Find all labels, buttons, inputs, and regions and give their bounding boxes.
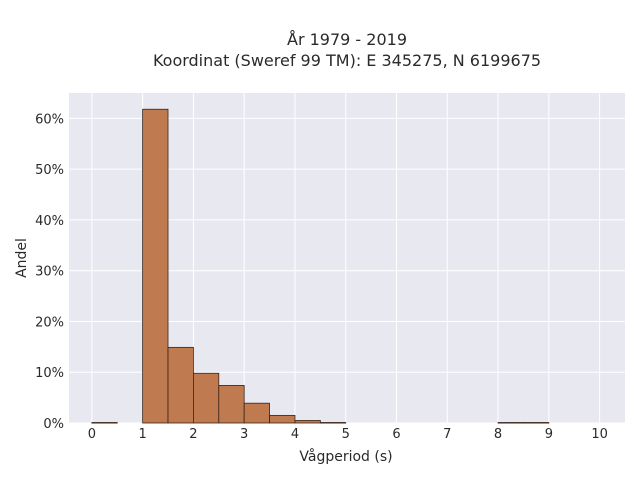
x-axis-label: Vågperiod (s) xyxy=(299,448,392,465)
y-tick-label: 60% xyxy=(35,112,64,127)
y-tick-label: 30% xyxy=(35,265,64,280)
histogram-bar xyxy=(319,422,347,424)
bars xyxy=(91,108,550,424)
x-tick-label: 10 xyxy=(591,427,608,442)
histogram-bar xyxy=(142,108,169,424)
x-tick-label: 6 xyxy=(392,427,400,442)
y-axis-ticks: 0% 10% 20% 30% 40% 50% 60% xyxy=(35,112,64,432)
x-tick-label: 1 xyxy=(138,427,146,442)
x-tick-label: 0 xyxy=(88,427,96,442)
histogram-bar xyxy=(269,414,296,424)
histogram-bar xyxy=(193,372,220,424)
histogram-bar xyxy=(91,422,118,424)
histogram-bar xyxy=(523,422,550,424)
chart-title-line1: År 1979 - 2019 xyxy=(287,30,407,49)
histogram-bar xyxy=(243,402,270,424)
x-tick-label: 8 xyxy=(494,427,502,442)
y-tick-label: 20% xyxy=(35,315,64,330)
y-axis-label: Andel xyxy=(14,238,30,278)
y-tick-label: 0% xyxy=(43,417,64,432)
x-tick-label: 2 xyxy=(189,427,197,442)
histogram-bar xyxy=(294,420,321,424)
x-tick-label: 7 xyxy=(443,427,451,442)
histogram-bar xyxy=(218,385,245,424)
x-tick-label: 5 xyxy=(342,427,350,442)
chart-title-line2: Koordinat (Sweref 99 TM): E 345275, N 61… xyxy=(153,51,541,70)
x-tick-label: 9 xyxy=(545,427,553,442)
y-tick-label: 50% xyxy=(35,163,64,178)
x-axis-ticks: 0 1 2 3 4 5 6 7 8 9 10 xyxy=(88,427,608,442)
y-tick-label: 40% xyxy=(35,214,64,229)
x-tick-label: 4 xyxy=(291,427,299,442)
x-tick-label: 3 xyxy=(240,427,248,442)
y-tick-label: 10% xyxy=(35,366,64,381)
histogram-bar xyxy=(167,346,194,424)
histogram-bar xyxy=(497,422,524,424)
